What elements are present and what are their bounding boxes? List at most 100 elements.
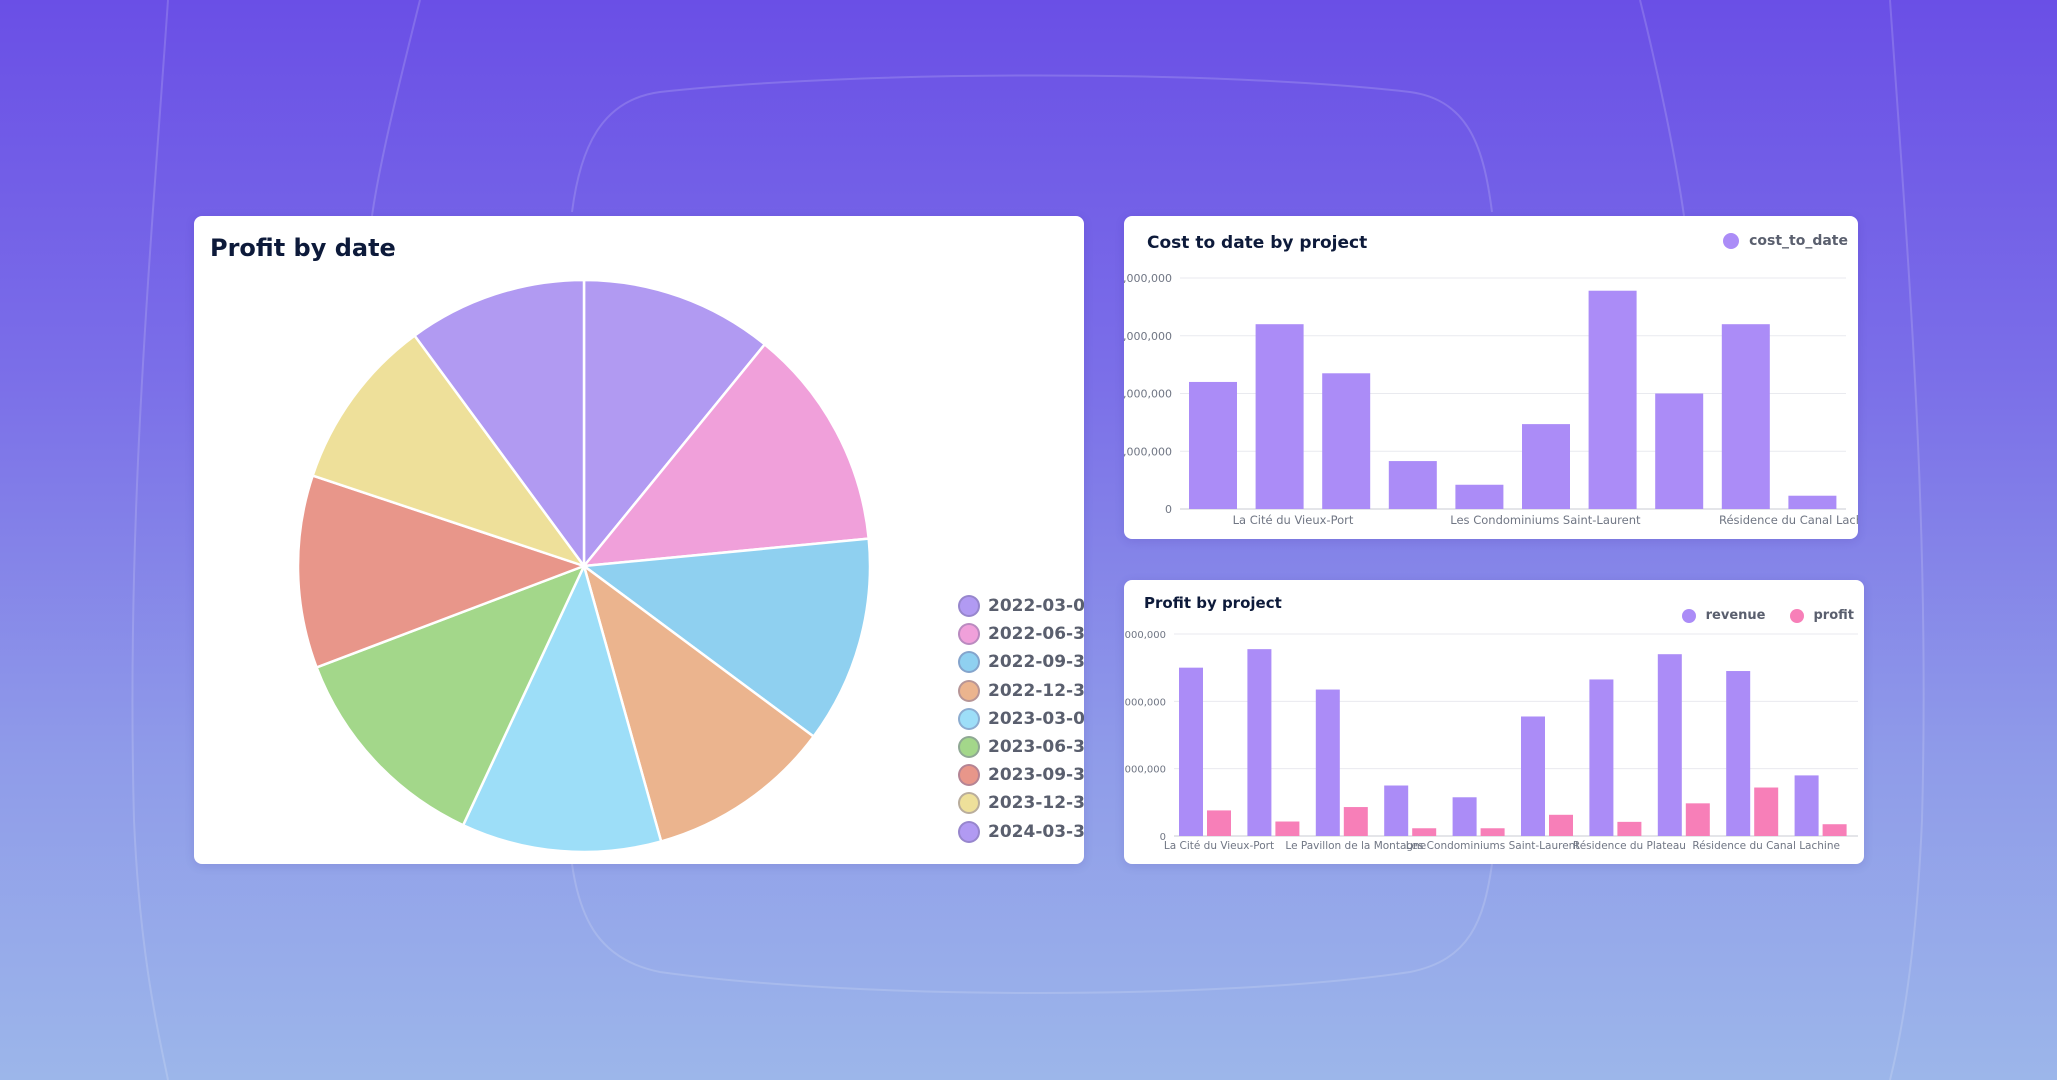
cost-to-date-bar-chart: 0 1,000,000 2,000,000 3,000,000 4,000,000 La … bbox=[1124, 272, 1858, 527]
pie-chart-title: Profit by date bbox=[210, 234, 396, 262]
bar-revenue-7[interactable] bbox=[1657, 654, 1682, 836]
bar-cost_to_date-5[interactable] bbox=[1522, 424, 1570, 509]
pie-slice-2022-03-01[interactable] bbox=[582, 278, 767, 570]
y-tick-label: 3,000,000 bbox=[1124, 330, 1172, 343]
legend-swatch bbox=[1723, 233, 1740, 249]
legend-label: 2023-03-01 bbox=[988, 708, 1084, 729]
y-tick-label: 4,000,000 bbox=[1124, 272, 1172, 285]
bar-revenue-1[interactable] bbox=[1247, 649, 1272, 836]
legend-item-cost_to_date[interactable]: cost_to_date bbox=[1723, 233, 1848, 249]
legend-item-2022-12-31[interactable]: 2022-12-31 bbox=[958, 677, 1084, 705]
pie-slice-2023-03-01[interactable] bbox=[461, 562, 663, 854]
cost-to-date-card: 0 1,000,000 2,000,000 3,000,000 4,000,000 La … bbox=[1124, 216, 1858, 539]
legend-item-2022-06-30[interactable]: 2022-06-30 bbox=[958, 620, 1084, 648]
legend-label: revenue bbox=[1705, 608, 1766, 623]
legend-swatch bbox=[958, 595, 980, 618]
pie-slice-2024-03-31[interactable] bbox=[412, 278, 586, 570]
legend-item-2022-03-01[interactable]: 2022-03-01 bbox=[958, 592, 1084, 620]
legend-item-2023-09-30[interactable]: 2023-09-30 bbox=[958, 761, 1084, 789]
y-tick-label: 2,000,000 bbox=[1124, 765, 1166, 776]
x-tick-label: La Cité du Vieux-Port bbox=[1233, 513, 1354, 527]
cost-legend: cost_to_date bbox=[1699, 233, 1848, 249]
y-tick-label: 6,000,000 bbox=[1124, 630, 1166, 641]
x-tick-label: La Cité du Vieux-Port bbox=[1164, 840, 1274, 852]
legend-swatch bbox=[958, 820, 980, 843]
bar-profit-3[interactable] bbox=[1412, 828, 1437, 836]
legend-item-2023-06-30[interactable]: 2023-06-30 bbox=[958, 733, 1084, 761]
x-tick-label: Résidence du Canal Lachine bbox=[1692, 840, 1840, 852]
bar-cost_to_date-3[interactable] bbox=[1388, 461, 1437, 509]
bar-revenue-2[interactable] bbox=[1315, 689, 1340, 836]
bar-profit-7[interactable] bbox=[1685, 803, 1710, 836]
profit-legend: revenue profit bbox=[1658, 608, 1854, 623]
legend-label: 2022-09-30 bbox=[988, 652, 1084, 673]
legend-swatch bbox=[958, 792, 980, 815]
y-tick-label: 4,000,000 bbox=[1124, 697, 1166, 708]
legend-label: 2023-06-30 bbox=[988, 737, 1084, 758]
legend-item-2023-03-01[interactable]: 2023-03-01 bbox=[958, 705, 1084, 733]
legend-swatch bbox=[958, 736, 980, 759]
pie-slice-2023-12-31[interactable] bbox=[311, 333, 588, 569]
pie-slice-2023-09-30[interactable] bbox=[296, 473, 588, 670]
legend-label: 2022-03-01 bbox=[988, 596, 1084, 617]
bar-cost_to_date-6[interactable] bbox=[1588, 290, 1637, 509]
legend-item-2022-09-30[interactable]: 2022-09-30 bbox=[958, 648, 1084, 676]
legend-item-2023-12-31[interactable]: 2023-12-31 bbox=[958, 789, 1084, 817]
legend-label: 2022-12-31 bbox=[988, 680, 1084, 701]
bar-profit-0[interactable] bbox=[1207, 810, 1231, 836]
bar-cost_to_date-7[interactable] bbox=[1655, 393, 1704, 510]
legend-swatch bbox=[958, 623, 980, 646]
x-tick-label: Résidence du Canal Lachine bbox=[1719, 513, 1858, 527]
profit-by-project-card: 0 2,000,000 4,000,000 6,000,000 La Cité du V… bbox=[1124, 580, 1864, 864]
profit-by-project-bar-chart: 0 2,000,000 4,000,000 6,000,000 La Cité du V… bbox=[1124, 630, 1858, 852]
pie-slice-2022-09-30[interactable] bbox=[580, 537, 872, 739]
pie-slice-2022-12-31[interactable] bbox=[581, 562, 816, 843]
bar-revenue-8[interactable] bbox=[1726, 671, 1751, 836]
x-tick-label: Résidence du Plateau bbox=[1573, 840, 1686, 852]
profit-by-date-pie-chart bbox=[296, 278, 872, 854]
bar-revenue-0[interactable] bbox=[1179, 667, 1203, 836]
legend-swatch bbox=[958, 707, 980, 730]
bar-revenue-3[interactable] bbox=[1384, 785, 1409, 837]
bar-revenue-4[interactable] bbox=[1452, 797, 1477, 836]
bar-profit-2[interactable] bbox=[1343, 807, 1368, 836]
legend-item-revenue[interactable]: revenue bbox=[1681, 608, 1766, 623]
profit-by-date-card: Profit by date 2022-03-012022-06-302022-… bbox=[194, 216, 1084, 864]
y-tick-label: 1,000,000 bbox=[1124, 445, 1172, 458]
bar-revenue-5[interactable] bbox=[1521, 716, 1545, 836]
legend-label: cost_to_date bbox=[1749, 233, 1848, 249]
legend-swatch bbox=[1681, 608, 1696, 623]
bar-cost_to_date-1[interactable] bbox=[1255, 324, 1304, 509]
legend-swatch bbox=[958, 679, 980, 702]
pie-legend: 2022-03-01 2022-06-30 2022-09-30 2022-12-31… bbox=[958, 592, 1084, 846]
legend-swatch bbox=[958, 651, 980, 674]
x-tick-label: Les Condominiums Saint-Laurent bbox=[1406, 840, 1580, 852]
bar-cost_to_date-4[interactable] bbox=[1455, 484, 1504, 509]
legend-swatch bbox=[958, 764, 980, 787]
legend-item-profit[interactable]: profit bbox=[1789, 608, 1855, 623]
bar-revenue-6[interactable] bbox=[1589, 679, 1614, 836]
legend-label: 2024-03-31 bbox=[988, 821, 1084, 842]
bar-cost_to_date-8[interactable] bbox=[1721, 324, 1770, 509]
bar-cost_to_date-9[interactable] bbox=[1788, 495, 1837, 509]
pie-slice-2022-06-30[interactable] bbox=[581, 342, 871, 568]
legend-label: profit bbox=[1813, 608, 1855, 623]
bar-profit-6[interactable] bbox=[1617, 821, 1642, 836]
bar-cost_to_date-0[interactable] bbox=[1189, 381, 1237, 509]
legend-label: 2023-12-31 bbox=[988, 793, 1084, 814]
pie-slice-2023-06-30[interactable] bbox=[314, 563, 587, 827]
profit-chart-title: Profit by project bbox=[1144, 594, 1282, 612]
bar-profit-5[interactable] bbox=[1549, 814, 1573, 836]
legend-item-2024-03-31[interactable]: 2024-03-31 bbox=[958, 818, 1084, 846]
bar-profit-8[interactable] bbox=[1754, 787, 1779, 836]
x-tick-label: Le Pavillon de la Montagne bbox=[1285, 840, 1426, 852]
legend-label: 2023-09-30 bbox=[988, 765, 1084, 786]
y-tick-label: 0 bbox=[1160, 832, 1166, 843]
legend-swatch bbox=[1789, 608, 1804, 623]
bar-profit-1[interactable] bbox=[1275, 821, 1300, 836]
bar-revenue-9[interactable] bbox=[1794, 775, 1819, 836]
bar-profit-9[interactable] bbox=[1822, 824, 1847, 836]
bar-cost_to_date-2[interactable] bbox=[1322, 373, 1371, 509]
bar-profit-4[interactable] bbox=[1480, 828, 1505, 836]
